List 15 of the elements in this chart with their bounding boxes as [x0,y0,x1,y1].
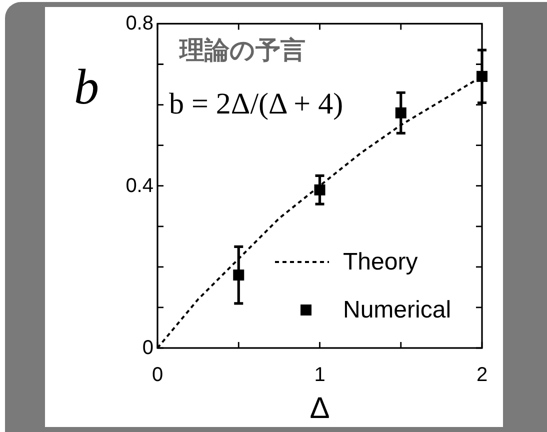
point [476,70,488,82]
point [314,184,326,196]
annotation: b = 2Δ/(Δ + 4) [169,88,344,121]
y-tick-label: 0.8 [126,12,154,35]
point [395,107,406,118]
y-tick-label: 0.4 [126,174,154,197]
point [233,270,244,281]
y-tick-label: 0 [142,337,154,359]
y-axis-title: b [74,58,99,115]
x-tick-label: 1 [314,364,326,386]
annotation: 理論の予言 [178,36,306,65]
x-tick-label: 2 [476,364,488,386]
x-axis-title: Δ [310,392,330,425]
legend-label: Numerical [343,296,452,324]
legend-label: Theory [343,248,418,276]
